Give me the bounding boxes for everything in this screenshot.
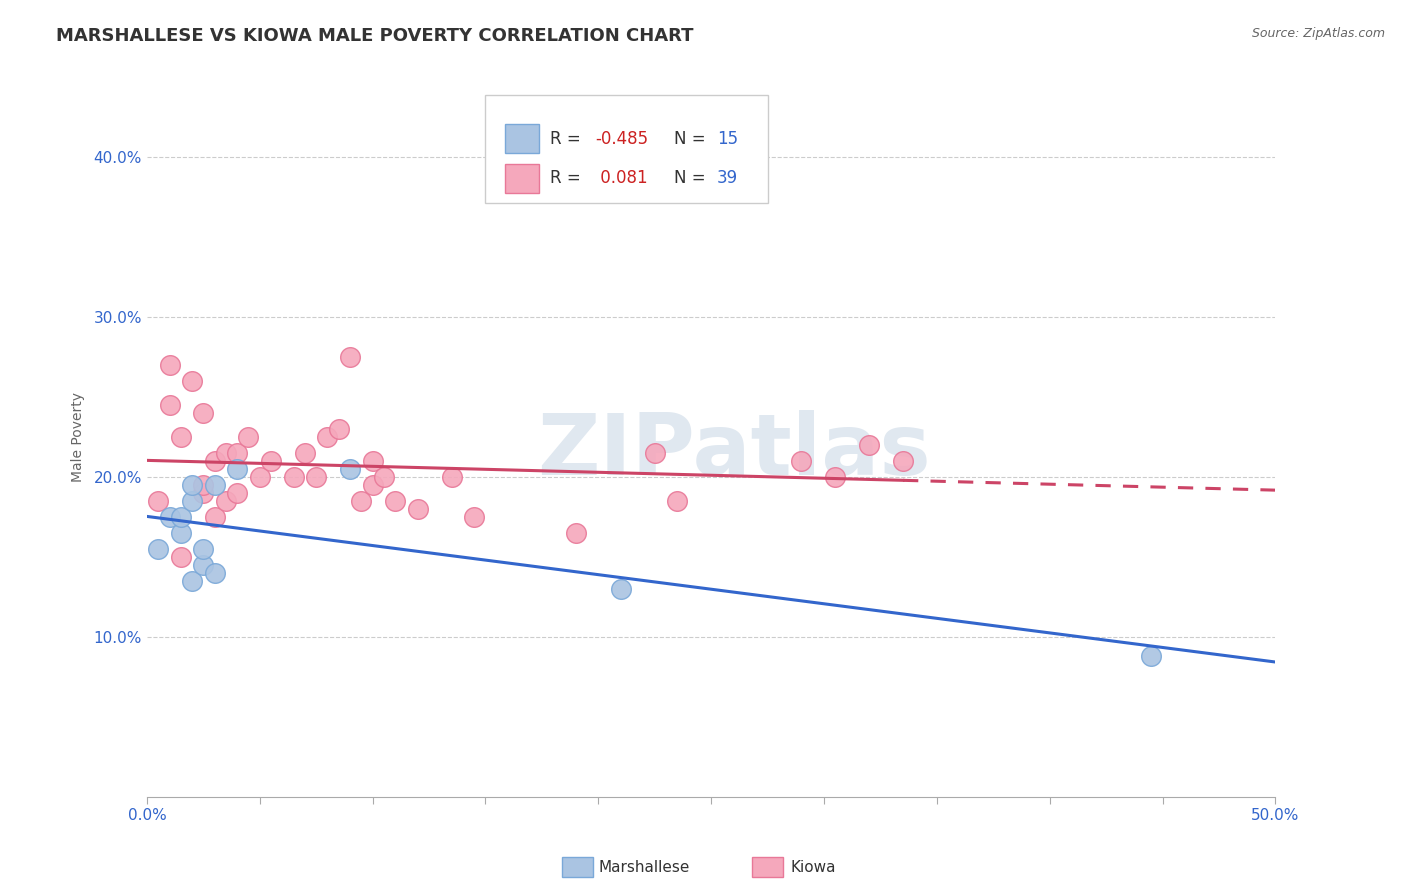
Point: [159, 510, 181, 524]
Point: [463, 510, 485, 524]
Point: [204, 510, 226, 524]
Point: [226, 486, 249, 500]
Point: [294, 446, 316, 460]
Point: [666, 494, 689, 508]
Text: N =: N =: [673, 169, 711, 187]
Text: R =: R =: [550, 129, 586, 147]
Point: [193, 541, 215, 556]
Point: [193, 486, 215, 500]
FancyBboxPatch shape: [505, 164, 538, 193]
Point: [440, 470, 463, 484]
Text: 15: 15: [717, 129, 738, 147]
Point: [824, 470, 846, 484]
Point: [215, 494, 238, 508]
Point: [316, 430, 339, 444]
Point: [328, 422, 350, 436]
FancyBboxPatch shape: [505, 124, 538, 153]
Text: N =: N =: [673, 129, 711, 147]
Point: [181, 494, 204, 508]
Point: [181, 574, 204, 588]
Point: [361, 478, 384, 492]
Text: -0.485: -0.485: [595, 129, 648, 147]
Point: [238, 430, 260, 444]
Point: [406, 502, 429, 516]
Point: [204, 454, 226, 468]
Point: [373, 470, 395, 484]
Point: [193, 406, 215, 420]
Point: [193, 478, 215, 492]
Text: 39: 39: [717, 169, 738, 187]
Point: [790, 454, 813, 468]
Point: [204, 478, 226, 492]
Point: [204, 566, 226, 580]
Point: [249, 470, 271, 484]
Point: [148, 494, 170, 508]
Point: [170, 549, 193, 564]
Text: MARSHALLESE VS KIOWA MALE POVERTY CORRELATION CHART: MARSHALLESE VS KIOWA MALE POVERTY CORREL…: [56, 27, 693, 45]
Text: Kiowa: Kiowa: [790, 860, 835, 874]
Point: [215, 446, 238, 460]
Text: Source: ZipAtlas.com: Source: ZipAtlas.com: [1251, 27, 1385, 40]
Point: [891, 454, 914, 468]
Point: [1140, 648, 1163, 663]
Point: [361, 454, 384, 468]
Point: [170, 510, 193, 524]
Point: [339, 462, 361, 476]
Point: [858, 438, 880, 452]
FancyBboxPatch shape: [485, 95, 768, 203]
Point: [283, 470, 305, 484]
Y-axis label: Male Poverty: Male Poverty: [72, 392, 86, 482]
Point: [339, 350, 361, 364]
Point: [260, 454, 283, 468]
Text: ZIPatlas: ZIPatlas: [537, 410, 931, 493]
Point: [610, 582, 633, 596]
Point: [226, 446, 249, 460]
Point: [193, 558, 215, 572]
Point: [148, 541, 170, 556]
Point: [159, 358, 181, 372]
Point: [350, 494, 373, 508]
Point: [644, 446, 666, 460]
Point: [305, 470, 328, 484]
Point: [181, 374, 204, 388]
Point: [159, 398, 181, 412]
Text: 0.081: 0.081: [595, 169, 648, 187]
Point: [170, 525, 193, 540]
Point: [226, 462, 249, 476]
Point: [565, 525, 588, 540]
Text: Marshallese: Marshallese: [599, 860, 690, 874]
Point: [170, 430, 193, 444]
Point: [181, 478, 204, 492]
Point: [384, 494, 406, 508]
Text: R =: R =: [550, 169, 586, 187]
